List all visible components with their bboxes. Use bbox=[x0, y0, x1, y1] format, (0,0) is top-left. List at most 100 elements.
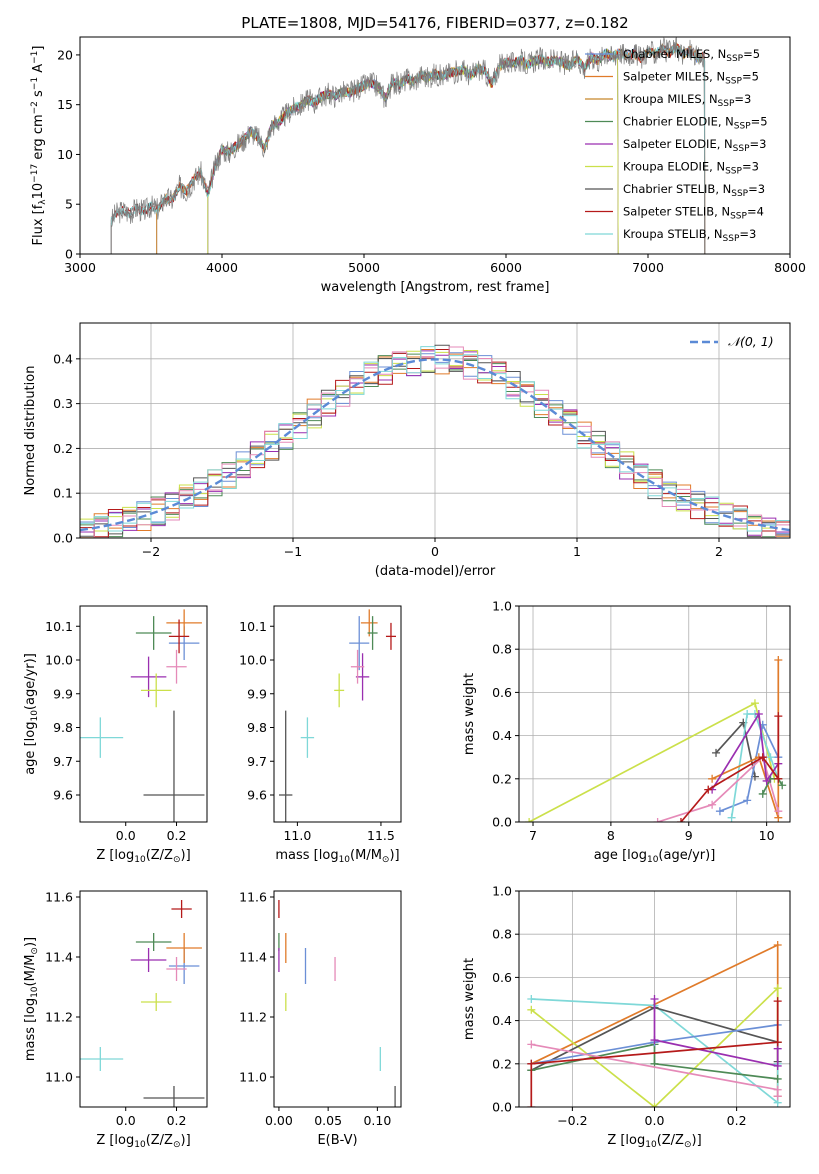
mass-weight-marker bbox=[758, 789, 767, 798]
legend-entry: Chabrier ELODIE, NSSP=5 bbox=[623, 115, 768, 132]
data-point bbox=[350, 649, 365, 684]
x-tick-label: 9 bbox=[685, 828, 693, 843]
observed-spectrum bbox=[110, 37, 706, 254]
mass-weight-marker bbox=[774, 807, 783, 816]
mass-weight-marker bbox=[773, 1061, 782, 1070]
mass-weight-line bbox=[711, 711, 780, 791]
mass-weight-marker bbox=[708, 800, 717, 809]
axes-frame bbox=[79, 322, 791, 539]
mass-weight-marker bbox=[773, 1074, 782, 1083]
y-tick-label: 0.2 bbox=[492, 771, 512, 786]
y-tick-label: 0.8 bbox=[492, 927, 512, 942]
y-tick-label: 11.6 bbox=[45, 890, 73, 905]
mass-weight-marker bbox=[778, 781, 787, 790]
y-tick-label: 9.8 bbox=[53, 720, 73, 735]
legend-entry: Salpeter MILES, NSSP=5 bbox=[623, 70, 759, 87]
data-point bbox=[135, 933, 172, 951]
axes-frame bbox=[79, 890, 208, 1108]
mass-weight-marker bbox=[773, 1038, 782, 1047]
data-point bbox=[279, 710, 293, 822]
panel-mass_vs_Z: 0.0 0.2 11.0 11.2 11.4 11.6 Z [log10(Z/Z⊙)] mas… bbox=[23, 890, 208, 1150]
legend-entry: Kroupa STELIB, NSSP=3 bbox=[623, 227, 756, 244]
y-tick-label: 10 bbox=[57, 147, 73, 162]
normal-curve bbox=[80, 358, 790, 532]
mass-weight-marker bbox=[743, 710, 752, 718]
panel-residuals: −2 −1 0 1 2 0.0 0.1 0.2 0.3 0.4 (data-model)/error… bbox=[23, 322, 791, 579]
x-tick-label: 1 bbox=[573, 544, 581, 559]
data-point bbox=[140, 993, 172, 1011]
axes-frame bbox=[79, 605, 208, 823]
y-tick-label: 10.0 bbox=[45, 653, 73, 668]
mass_vs_EBV-plot-area bbox=[278, 900, 396, 1107]
panel-mass_vs_EBV: 0.00 0.05 0.10 11.0 11.2 11.4 11.6 E(B-V) bbox=[239, 890, 402, 1148]
data-point bbox=[166, 649, 187, 684]
data-point bbox=[349, 616, 370, 671]
mass-weight-marker bbox=[676, 818, 685, 822]
panel-weight_vs_Z: −0.2 0.0 0.2 0.0 0.2 0.4 0.6 0.8 1.0 Z [log10(Z/Z… bbox=[462, 884, 791, 1150]
y-tick-label: 0.2 bbox=[492, 1056, 512, 1071]
y-tick-label: 0.0 bbox=[53, 531, 73, 546]
axes-frame bbox=[518, 890, 791, 1108]
x-axis-label: (data-model)/error bbox=[375, 564, 496, 579]
mass-weight-marker bbox=[712, 748, 721, 757]
y-tick-label: 9.6 bbox=[53, 788, 73, 803]
mass-weight-marker bbox=[774, 774, 783, 783]
y-tick-label: 0.6 bbox=[492, 970, 512, 985]
y-tick-label: 0.4 bbox=[492, 728, 512, 743]
panel-age_vs_Z: 0.0 0.2 9.6 9.7 9.8 9.9 10.0 10.1 Z [log10(Z/Z⊙)… bbox=[23, 605, 208, 865]
mass-weight-marker bbox=[750, 699, 759, 708]
data-point bbox=[130, 656, 167, 698]
x-tick-label: 0.00 bbox=[265, 1113, 293, 1128]
mass-weight-marker bbox=[766, 753, 775, 762]
mass-weight-line bbox=[680, 716, 780, 822]
mass-weight-marker bbox=[650, 995, 659, 1003]
axes-frame bbox=[518, 605, 791, 823]
data-point bbox=[166, 609, 202, 637]
mass-weight-marker bbox=[743, 796, 752, 805]
mass-weight-marker bbox=[527, 1103, 536, 1107]
data-point bbox=[166, 957, 187, 981]
x-tick-label: 6000 bbox=[490, 260, 522, 275]
x-tick-label: −0.2 bbox=[557, 1113, 587, 1128]
mass-weight-line bbox=[531, 998, 779, 1105]
y-tick-label: 11.4 bbox=[239, 950, 267, 965]
x-tick-label: 5000 bbox=[348, 260, 380, 275]
data-point bbox=[367, 616, 378, 650]
legend-entry: Chabrier MILES, NSSP=5 bbox=[623, 47, 760, 64]
y-tick-label: 15 bbox=[57, 97, 73, 112]
x-tick-label: 0.2 bbox=[727, 1113, 747, 1128]
data-point bbox=[80, 717, 124, 758]
figure-title: PLATE=1808, MJD=54176, FIBERID=0377, z=0… bbox=[241, 14, 628, 32]
axes-frame bbox=[273, 890, 402, 1108]
data-point bbox=[166, 933, 202, 963]
residuals-plot-area bbox=[80, 323, 790, 538]
y-tick-label: 9.9 bbox=[53, 686, 73, 701]
y-tick-label: 0.1 bbox=[53, 486, 73, 501]
y-tick-label: 5 bbox=[65, 197, 73, 212]
mass-weight-marker bbox=[650, 1036, 659, 1045]
weight_vs_age-plot-area bbox=[519, 606, 790, 822]
y-tick-label: 0.0 bbox=[492, 1100, 512, 1115]
mass-weight-marker bbox=[773, 997, 782, 1006]
data-point bbox=[130, 948, 167, 972]
y-tick-label: 11.6 bbox=[239, 890, 267, 905]
y-tick-label: 0.0 bbox=[492, 815, 512, 830]
mass-weight-marker bbox=[527, 995, 536, 1003]
y-tick-label: 0.8 bbox=[492, 642, 512, 657]
x-tick-label: 0.05 bbox=[314, 1113, 342, 1128]
mass-weight-marker bbox=[715, 807, 724, 816]
x-tick-label: 8 bbox=[607, 828, 615, 843]
y-tick-label: 1.0 bbox=[492, 599, 512, 614]
x-tick-label: 0.2 bbox=[167, 1113, 187, 1128]
mass-weight-line bbox=[653, 999, 779, 1068]
mass-weight-marker bbox=[704, 785, 713, 794]
data-point bbox=[140, 673, 172, 708]
x-tick-label: 11.5 bbox=[367, 828, 395, 843]
mass-weight-marker bbox=[773, 1092, 782, 1101]
y-tick-label: 1.0 bbox=[492, 884, 512, 899]
mass-weight-line bbox=[657, 755, 780, 822]
data-point bbox=[135, 616, 172, 650]
y-tick-label: 0.4 bbox=[492, 1013, 512, 1028]
y-tick-label: 9.7 bbox=[53, 754, 73, 769]
y-tick-label: 10.0 bbox=[239, 653, 267, 668]
